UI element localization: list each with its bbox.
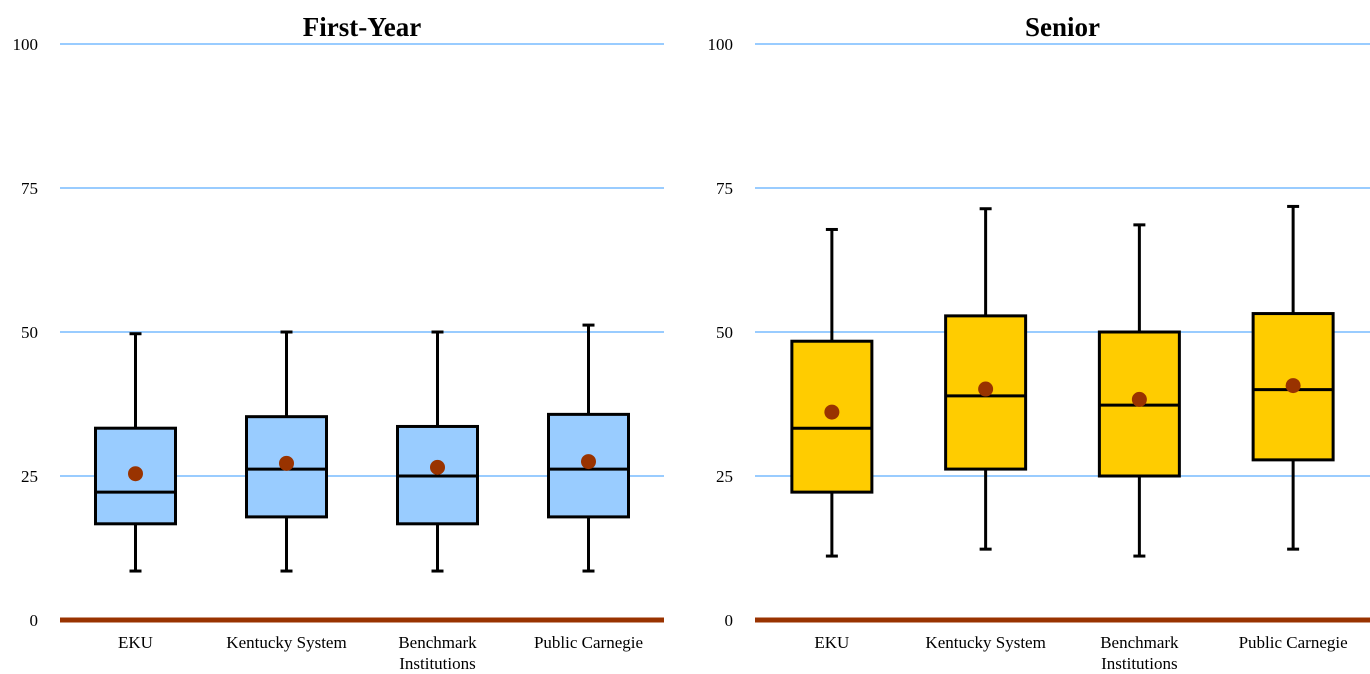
box-plot-item bbox=[1251, 204, 1335, 551]
y-tick-label: 25 bbox=[716, 467, 733, 486]
x-tick-label: EKU bbox=[814, 633, 849, 652]
y-tick-label: 50 bbox=[716, 323, 733, 342]
mean-marker bbox=[128, 466, 143, 482]
mean-marker bbox=[279, 455, 294, 471]
y-tick-label: 0 bbox=[30, 611, 39, 630]
x-tick-label-line: Institutions bbox=[1101, 654, 1178, 673]
y-tick-label: 100 bbox=[13, 35, 39, 54]
mean-marker bbox=[824, 404, 840, 420]
x-tick-label: EKU bbox=[118, 633, 153, 652]
mean-marker bbox=[978, 381, 994, 397]
y-tick-label: 50 bbox=[21, 323, 38, 342]
x-tick-label-line: Benchmark bbox=[1100, 633, 1179, 652]
x-tick-label-line: Institutions bbox=[399, 654, 476, 673]
x-tick-label-line: Public Carnegie bbox=[1239, 633, 1348, 652]
box-plot-item bbox=[944, 207, 1028, 551]
y-tick-label: 100 bbox=[708, 35, 734, 54]
box-plot-item bbox=[547, 323, 630, 573]
first-year-chart: First-Year 0 25 50 75 100 EKU Kentucky System B… bbox=[13, 12, 664, 673]
box-plot-item bbox=[396, 330, 479, 573]
senior-plot: 0 25 50 75 100 EKU Kentucky System Benchmark Ins… bbox=[708, 35, 1370, 673]
x-tick-label: Kentucky System bbox=[925, 633, 1045, 652]
y-tick-label: 75 bbox=[21, 179, 38, 198]
y-tick-label: 25 bbox=[21, 467, 38, 486]
mean-marker bbox=[1285, 378, 1301, 394]
x-tick-label-line: Public Carnegie bbox=[534, 633, 643, 652]
y-tick-label: 75 bbox=[716, 179, 733, 198]
x-tick-label-line: EKU bbox=[814, 633, 849, 652]
box-plot-item bbox=[94, 332, 177, 573]
chart-title: First-Year bbox=[302, 12, 422, 42]
mean-marker bbox=[581, 454, 596, 470]
box-plot-item bbox=[1097, 223, 1181, 558]
x-tick-label: Public Carnegie bbox=[534, 633, 643, 652]
senior-chart: Senior 0 25 50 75 100 EKU Kentucky System Bench… bbox=[685, 0, 1370, 674]
first-year-plot: 0 25 50 75 100 EKU Kentucky System Benchmark Ins… bbox=[13, 35, 664, 673]
x-tick-label-line: EKU bbox=[118, 633, 153, 652]
x-tick-label: Benchmark Institutions bbox=[1100, 633, 1179, 673]
mean-marker bbox=[430, 459, 445, 475]
x-tick-label: Kentucky System bbox=[226, 633, 346, 652]
y-tick-label: 0 bbox=[725, 611, 734, 630]
box-plot-item bbox=[790, 227, 874, 558]
chart-title: Senior bbox=[1024, 12, 1100, 42]
x-tick-label-line: Benchmark bbox=[398, 633, 477, 652]
x-tick-label-line: Kentucky System bbox=[226, 633, 346, 652]
mean-marker bbox=[1131, 391, 1147, 407]
box-plot-item bbox=[245, 330, 328, 573]
x-tick-label: Benchmark Institutions bbox=[398, 633, 477, 673]
x-tick-label: Public Carnegie bbox=[1239, 633, 1348, 652]
x-tick-label-line: Kentucky System bbox=[925, 633, 1045, 652]
